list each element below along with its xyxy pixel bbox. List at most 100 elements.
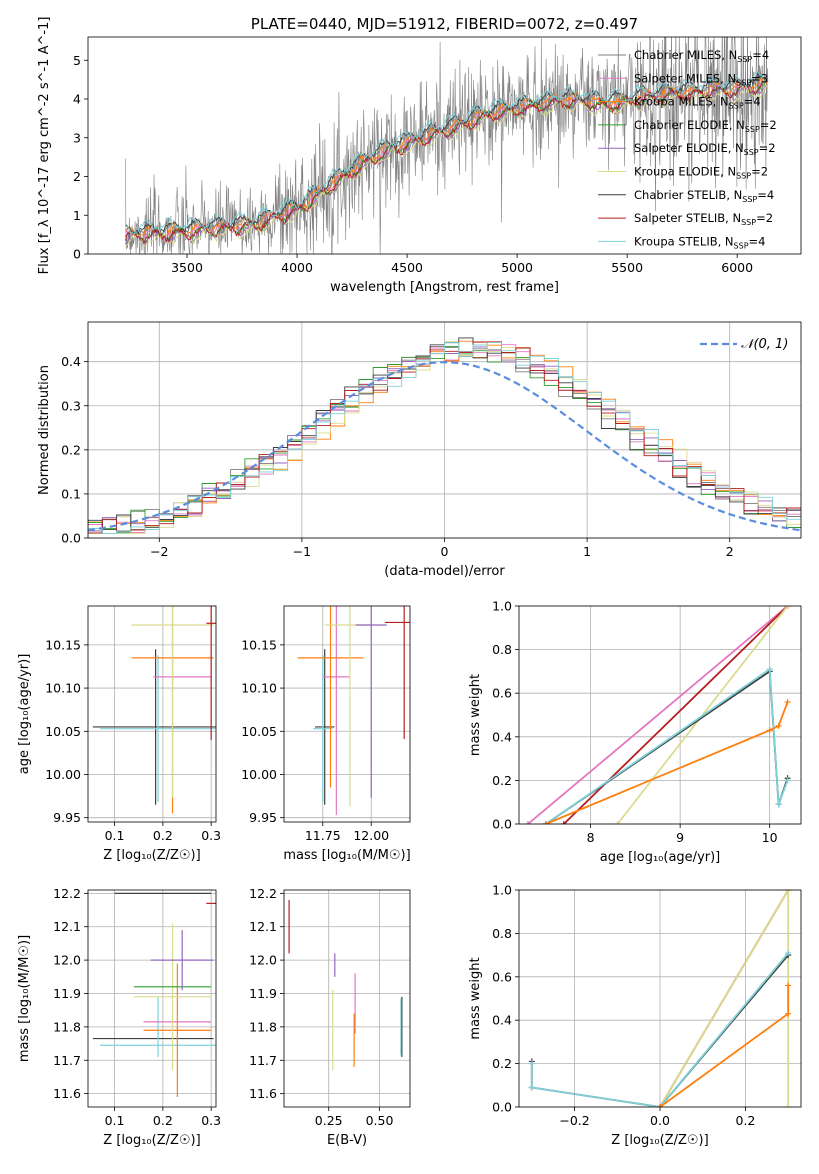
legend-nssp-prefix: , N xyxy=(720,165,736,179)
legend-entry: Chabrier ELODIE, NSSP=2 xyxy=(634,118,777,134)
legend-nssp-eq: = xyxy=(752,48,762,62)
y-tick-label: 10.10 xyxy=(45,681,81,696)
weight-marker xyxy=(775,801,782,808)
legend-model-name: Kroupa ELODIE xyxy=(634,165,720,179)
x-axis-label: age [log₁₀(age/yr)] xyxy=(600,850,721,865)
legend-entry: Chabrier MILES, NSSP=4 xyxy=(634,48,769,64)
age_vs_Z-grid xyxy=(88,606,216,822)
legend-nssp-prefix: , N xyxy=(721,48,737,62)
weight-line xyxy=(527,606,789,824)
x-axis-label: E(B-V) xyxy=(327,1133,367,1148)
x-tick-label: 1 xyxy=(583,544,591,559)
y-tick-label: 11.8 xyxy=(53,1019,81,1034)
age_vs_mass-axes: 11.75 12.00 9.95 10.00 10.05 10.10 10.15 mass [… xyxy=(241,605,411,863)
y-tick-label: 10.05 xyxy=(45,724,81,739)
legend-nssp-eq: = xyxy=(760,118,770,132)
legend-entry: Kroupa ELODIE, NSSP=2 xyxy=(634,165,768,181)
weight-marker xyxy=(542,821,549,824)
axes-frame xyxy=(283,605,411,823)
weight-marker xyxy=(528,1060,535,1067)
x-tick-label: 2 xyxy=(726,544,734,559)
x-axis-label: wavelength [Angstrom, rest frame] xyxy=(330,280,559,295)
histogram-step-line xyxy=(88,341,801,538)
x-tick-label: 8 xyxy=(587,830,595,845)
legend-nssp-sub: SSP xyxy=(736,172,751,181)
mass_vs_Z-plot-area xyxy=(92,892,216,1097)
y-tick-label: 0.4 xyxy=(61,354,81,369)
y-tick-label: 0 xyxy=(73,247,81,262)
y-axis-label: mass weight xyxy=(468,674,483,756)
legend-entry: Salpeter MILES, NSSP=3 xyxy=(634,71,768,87)
y-axis-label: mass [log₁₀(M/M☉)] xyxy=(17,935,32,1062)
axes-frame xyxy=(283,889,411,1108)
y-tick-label: 1.0 xyxy=(492,883,512,898)
legend-nssp-value: 2 xyxy=(761,165,768,179)
weight-line xyxy=(545,701,789,824)
legend-nssp-eq: = xyxy=(756,211,766,225)
legend-nssp-value: 2 xyxy=(769,118,776,132)
weight-line xyxy=(545,667,789,824)
weight-marker xyxy=(785,949,792,956)
y-tick-label: 12.2 xyxy=(249,886,277,901)
x-axis-label: (data-model)/error xyxy=(384,564,505,579)
legend-nssp-value: 4 xyxy=(758,234,765,248)
x-tick-label: 0 xyxy=(441,544,449,559)
weight-marker xyxy=(785,1104,792,1107)
histogram-step-line xyxy=(88,341,801,538)
weight_vs_age-grid xyxy=(519,605,801,825)
legend-entry: 𝒩(0, 1) xyxy=(741,337,788,352)
legend-model-name: Salpeter ELODIE xyxy=(634,141,728,155)
x-tick-label: 0.25 xyxy=(315,1113,343,1128)
x-axis-label: mass [log₁₀(M/M☉)] xyxy=(283,848,410,863)
x-axis-label: Z [log₁₀(Z/Z☉)] xyxy=(611,1133,708,1148)
y-tick-label: 9.95 xyxy=(249,810,277,825)
y-tick-label: 11.9 xyxy=(249,986,277,1001)
y-tick-label: 11.6 xyxy=(249,1086,277,1101)
legend-model-name: Chabrier STELIB xyxy=(634,188,726,202)
y-tick-label: 10.15 xyxy=(241,637,277,652)
weight-marker xyxy=(524,821,531,824)
legend-nssp-sub: SSP xyxy=(744,148,759,157)
x-tick-label: 0.3 xyxy=(201,1113,221,1128)
legend-nssp-value: 4 xyxy=(762,48,769,62)
age_vs_Z-axes: 0.1 0.2 0.3 9.95 10.00 10.05 10.10 10.15 Z [log₁… xyxy=(17,605,221,863)
weight-marker xyxy=(766,666,773,673)
y-tick-label: 0.0 xyxy=(492,817,512,832)
x-tick-label: 5500 xyxy=(611,260,643,275)
mass_vs_Z-grid xyxy=(88,890,216,1107)
y-tick-label: 4 xyxy=(73,92,81,107)
legend-nssp-prefix: , N xyxy=(728,141,744,155)
legend-model-name: Kroupa STELIB xyxy=(634,234,718,248)
weight-marker xyxy=(775,722,782,729)
mass_vs_EBV-plot-area xyxy=(288,900,403,1071)
y-tick-label: 0.8 xyxy=(492,642,512,657)
y-tick-label: 11.7 xyxy=(249,1053,277,1068)
y-axis-label: age [log₁₀(age/yr)] xyxy=(17,654,32,775)
y-tick-label: 10.05 xyxy=(241,724,277,739)
x-tick-label: 4500 xyxy=(391,260,423,275)
x-tick-label: 0.0 xyxy=(650,1113,670,1128)
x-axis-label: Z [log₁₀(Z/Z☉)] xyxy=(103,848,200,863)
x-tick-label: 11.75 xyxy=(305,828,341,843)
age_vs_mass-grid xyxy=(284,606,410,822)
legend-nssp-prefix: , N xyxy=(713,95,729,109)
residuals-axes: −2 −1 0 1 2 0.0 0.1 0.2 0.3 0.4 (data-model)/error… xyxy=(37,321,802,579)
weight-line xyxy=(545,669,789,824)
legend-nssp-eq: = xyxy=(751,165,761,179)
axes-frame xyxy=(87,321,802,539)
weight-line xyxy=(563,606,789,824)
mass_vs_Z-axes: 0.1 0.2 0.3 11.6 11.7 11.8 11.9 12.0 12.1 12.2 Z [… xyxy=(17,886,221,1148)
weight-marker xyxy=(766,727,773,734)
y-tick-label: 2 xyxy=(73,169,81,184)
y-tick-label: 11.7 xyxy=(53,1053,81,1068)
legend-nssp-value: 4 xyxy=(753,95,760,109)
legend-nssp-value: 2 xyxy=(766,211,773,225)
spectrum-axes: 3500 4000 4500 5000 5500 6000012345wavelength… xyxy=(37,15,802,295)
x-tick-label: 0.2 xyxy=(736,1113,756,1128)
legend-nssp-prefix: , N xyxy=(726,188,742,202)
x-tick-label: 9 xyxy=(676,830,684,845)
x-tick-label: 0.2 xyxy=(153,828,173,843)
weight_vs_age-plot-area xyxy=(524,606,791,824)
y-tick-label: 3 xyxy=(73,130,81,145)
weight-marker xyxy=(785,982,792,989)
